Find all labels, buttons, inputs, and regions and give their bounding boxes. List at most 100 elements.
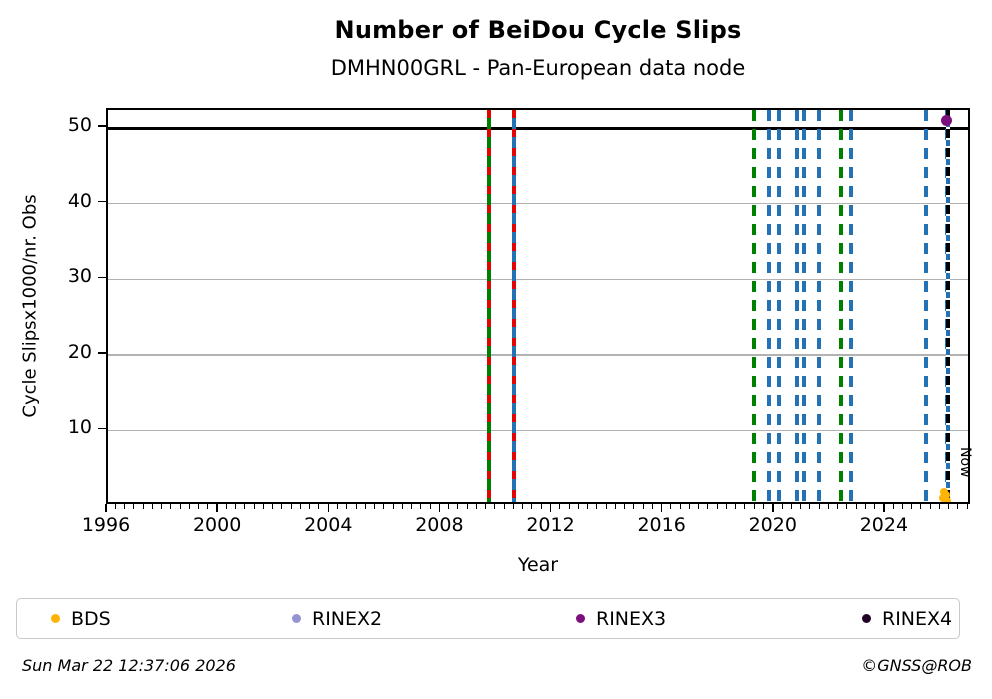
x-minor-tick — [253, 504, 255, 509]
plot-area — [106, 108, 970, 504]
now-line — [945, 110, 950, 502]
x-minor-tick — [688, 504, 690, 509]
x-minor-tick — [411, 504, 413, 509]
bds-point-4 — [941, 499, 950, 502]
x-minor-tick — [837, 504, 839, 509]
x-minor-tick — [485, 504, 487, 509]
x-minor-tick — [642, 504, 644, 509]
event-line-8 — [839, 110, 844, 502]
gridline-y30 — [108, 278, 968, 281]
x-minor-tick — [864, 504, 866, 509]
x-minor-tick — [429, 504, 431, 509]
chart-subtitle: DMHN00GRL - Pan-European data node — [330, 56, 746, 80]
x-minor-tick — [151, 504, 153, 509]
x-minor-tick — [707, 504, 709, 509]
event-line-3 — [767, 110, 772, 502]
x-major-tick-2016 — [660, 504, 663, 512]
y-axis-label: Cycle Slipsx1000/nr. Obs — [19, 194, 41, 418]
x-minor-tick — [494, 504, 496, 509]
legend-label-rinex2: RINEX2 — [312, 607, 383, 630]
event-line-4 — [776, 110, 781, 502]
bds-point-3 — [942, 496, 951, 502]
x-minor-tick — [846, 504, 848, 509]
x-minor-tick — [744, 504, 746, 509]
x-major-tick-2024 — [883, 504, 885, 512]
x-tick-label-2004: 2004 — [304, 514, 353, 536]
rinex3-marker-icon — [576, 614, 585, 623]
x-minor-tick — [818, 504, 820, 509]
x-minor-tick — [133, 504, 135, 509]
x-major-tick-2020 — [772, 504, 774, 512]
x-minor-tick — [512, 504, 514, 509]
x-minor-tick — [809, 504, 811, 509]
x-major-tick-2008 — [438, 504, 441, 512]
x-minor-tick — [596, 504, 598, 509]
x-minor-tick — [827, 504, 829, 509]
x-minor-tick — [735, 504, 737, 509]
x-minor-tick — [198, 504, 200, 509]
copyright-credit: ©GNSS@ROB — [861, 656, 972, 675]
x-major-tick-2004 — [327, 504, 329, 512]
x-minor-tick — [633, 504, 635, 509]
x-minor-tick — [114, 504, 116, 509]
x-minor-tick — [503, 504, 505, 509]
event-line-5 — [794, 110, 799, 502]
event-line-0 — [486, 110, 491, 502]
x-minor-tick — [318, 504, 320, 509]
y-major-tick-30 — [98, 276, 106, 279]
generation-timestamp: Sun Mar 22 12:37:06 2026 — [22, 656, 236, 675]
x-tick-label-2008: 2008 — [415, 514, 464, 536]
x-minor-tick — [781, 504, 783, 509]
x-minor-tick — [929, 504, 931, 509]
x-minor-tick — [346, 504, 348, 509]
x-minor-tick — [290, 504, 292, 509]
x-minor-tick — [901, 504, 903, 509]
x-tick-label-2016: 2016 — [637, 514, 686, 536]
x-minor-tick — [179, 504, 181, 509]
x-minor-tick — [725, 504, 727, 509]
x-minor-tick — [207, 504, 209, 509]
x-minor-tick — [364, 504, 366, 509]
legend-item-bds: BDS — [51, 599, 111, 638]
x-minor-tick — [698, 504, 700, 509]
x-minor-tick — [624, 504, 626, 509]
x-minor-tick — [225, 504, 227, 509]
event-line-2 — [751, 110, 756, 502]
x-minor-tick — [679, 504, 681, 509]
y-tick-label-30: 30 — [67, 265, 92, 288]
x-minor-tick — [892, 504, 894, 509]
x-minor-tick — [448, 504, 450, 509]
x-minor-tick — [577, 504, 579, 509]
x-minor-tick — [911, 504, 913, 509]
x-minor-tick — [938, 504, 940, 509]
rinex4-marker-icon — [862, 614, 871, 623]
y-major-tick-20 — [98, 352, 106, 354]
legend-label-rinex3: RINEX3 — [596, 607, 667, 630]
x-major-tick-2012 — [549, 504, 552, 512]
x-minor-tick — [568, 504, 570, 509]
x-minor-tick — [466, 504, 468, 509]
y-tick-label-40: 40 — [67, 189, 92, 212]
x-minor-tick — [753, 504, 755, 509]
x-minor-tick — [262, 504, 264, 509]
x-minor-tick — [244, 504, 246, 509]
x-minor-tick — [420, 504, 422, 509]
bds-marker-icon — [51, 614, 60, 623]
x-minor-tick — [790, 504, 792, 509]
x-minor-tick — [762, 504, 764, 509]
rinex3-point-0 — [941, 115, 953, 127]
x-minor-tick — [522, 504, 524, 509]
x-minor-tick — [651, 504, 653, 509]
y-tick-label-20: 20 — [67, 340, 92, 363]
legend-item-rinex3: RINEX3 — [576, 599, 666, 638]
legend-label-rinex4: RINEX4 — [882, 607, 953, 630]
x-minor-tick — [540, 504, 542, 509]
x-major-tick-1996 — [105, 504, 107, 512]
x-minor-tick — [855, 504, 857, 509]
x-minor-tick — [235, 504, 237, 509]
x-minor-tick — [587, 504, 589, 509]
x-minor-tick — [531, 504, 533, 509]
x-minor-tick — [614, 504, 616, 509]
event-line-9 — [849, 110, 854, 502]
